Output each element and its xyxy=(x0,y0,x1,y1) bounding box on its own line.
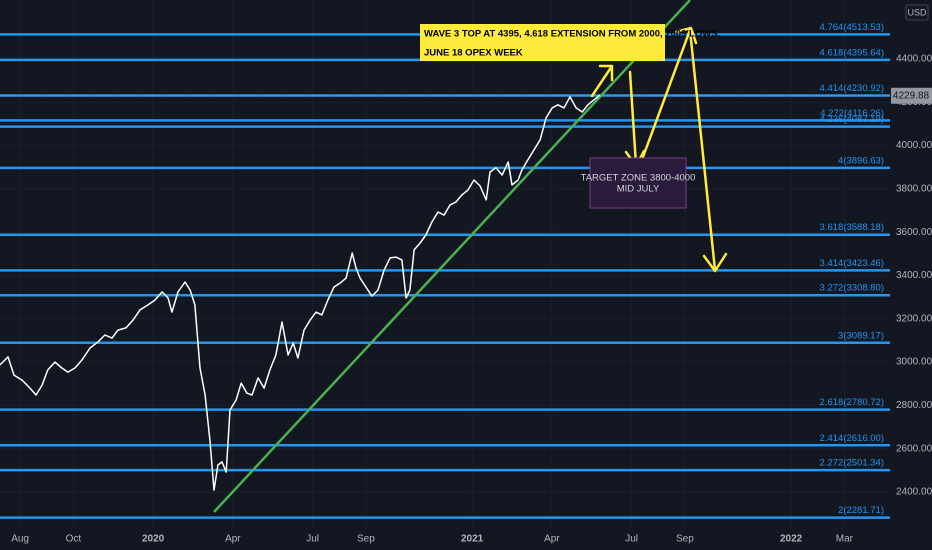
target-text: MID JULY xyxy=(617,184,660,195)
trendline xyxy=(213,0,691,513)
currency: USD xyxy=(907,7,927,17)
fib-label: 4.618(4395.64) xyxy=(820,47,884,58)
y-tick-label: 3000.00 xyxy=(896,357,932,368)
x-tick-label: 2021 xyxy=(461,534,484,545)
x-tick-label: Mar xyxy=(836,534,854,545)
series xyxy=(0,0,890,513)
levels: 4.764(4513.53) 4.618(4395.64) 4.414(4230.9… xyxy=(0,22,890,519)
fib-label: 4.414(4230.92) xyxy=(820,83,884,94)
x-axis-area xyxy=(0,528,890,550)
target-box xyxy=(589,157,687,209)
arrows xyxy=(590,26,728,273)
y-tick-label: 2800.00 xyxy=(896,400,932,411)
fib-label: 3.272(3308.80) xyxy=(820,283,884,294)
x-tick-label: Apr xyxy=(225,534,241,545)
y-tick-label: 3400.00 xyxy=(896,270,932,281)
x-tick-label: Jul xyxy=(306,534,319,545)
y-tick-label: 3600.00 xyxy=(896,227,932,238)
fib-label: 2.414(2616.00) xyxy=(820,433,884,444)
fib-label: 2.618(2780.72) xyxy=(820,397,884,408)
y-tick-label: 4000.00 xyxy=(896,140,932,151)
fib-label: 4.236(4087.19) xyxy=(820,114,884,125)
x-tick-label: Apr xyxy=(544,534,560,545)
fib-label: 2(2281.71) xyxy=(838,505,884,516)
y-tick-label: 3800.00 xyxy=(896,183,932,194)
fib-label: 3.414(3423.46) xyxy=(820,258,884,269)
y-tick-label: 3200.00 xyxy=(896,313,932,324)
y-tick-label: 2400.00 xyxy=(896,487,932,498)
last-price-label: 4229.88 xyxy=(893,90,930,101)
fib-label: 4.272(4116.26) xyxy=(820,108,884,119)
x-tick-label: Oct xyxy=(66,534,82,545)
annotation-text: JUNE 18 OPEX WEEK xyxy=(424,48,523,59)
arrow-down xyxy=(688,28,728,273)
annotation-text: WAVE 3 TOP AT 4395, 4.618 EXTENSION FROM… xyxy=(424,29,720,40)
arrow-up xyxy=(590,64,614,98)
price-line xyxy=(0,94,601,491)
fib-label: 4(3896.63) xyxy=(838,155,884,166)
annotation-box xyxy=(420,24,665,61)
x-tick-label: 2022 xyxy=(780,534,803,545)
fib-label: 4.764(4513.53) xyxy=(820,22,884,33)
fib-label: 2.272(2501.34) xyxy=(820,458,884,469)
arrow-up xyxy=(638,26,698,167)
fib-label: 3.618(3588.18) xyxy=(820,222,884,233)
y-tick-label: 4400.00 xyxy=(896,54,932,65)
target-text: TARGET ZONE 3800-4000 xyxy=(581,173,696,184)
currency-badge xyxy=(905,4,929,21)
x-tick-label: Jul xyxy=(625,534,638,545)
last-price-badge xyxy=(891,87,932,104)
x-tick-label: 2020 xyxy=(142,534,165,545)
x-tick-label: Aug xyxy=(11,534,29,545)
y-tick-label: 2600.00 xyxy=(896,443,932,454)
fib-label: 3(3089.17) xyxy=(838,330,884,341)
x-tick-label: Sep xyxy=(357,534,375,545)
x-tick-label: Sep xyxy=(676,534,694,545)
